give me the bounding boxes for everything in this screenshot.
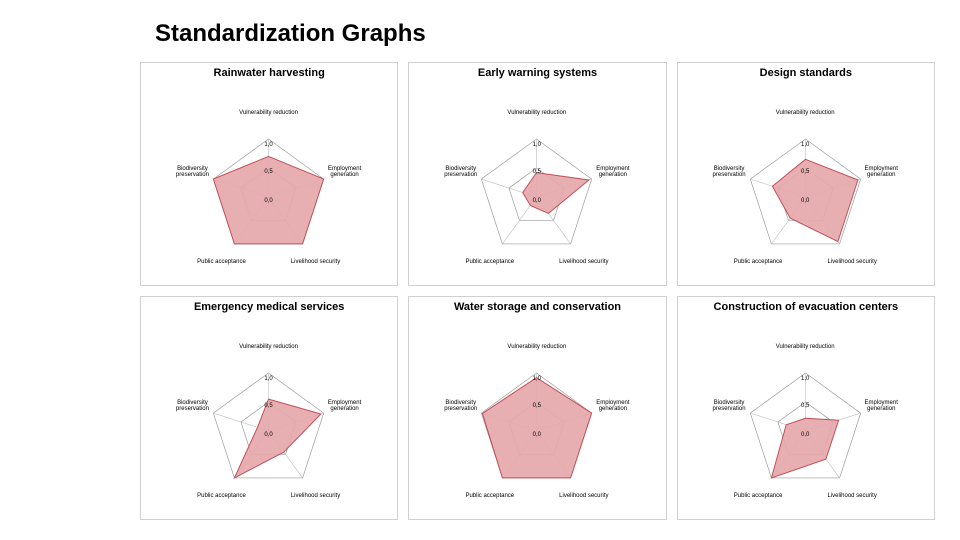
radar-chart <box>678 79 933 279</box>
axis-label: Biodiversity preservation <box>699 400 759 412</box>
axis-label: Vulnerability reduction <box>239 110 299 116</box>
panel-title: Early warning systems <box>409 63 665 79</box>
ring-label: 1,0 <box>264 142 272 148</box>
radar-chart <box>141 313 396 513</box>
axis-label: Vulnerability reduction <box>239 344 299 350</box>
ring-label: 1,0 <box>801 376 809 382</box>
panel-title: Water storage and conservation <box>409 297 665 313</box>
ring-label: 0,0 <box>801 198 809 204</box>
axis-label: Vulnerability reduction <box>507 344 567 350</box>
axis-label: Employment generation <box>583 166 643 178</box>
radar-panel: Construction of evacuation centersVulner… <box>677 296 935 520</box>
axis-label: Livelihood security <box>554 259 614 265</box>
chart-grid: Rainwater harvestingVulnerability reduct… <box>140 62 935 520</box>
ring-label: 0,0 <box>533 432 541 438</box>
axis-label: Public acceptance <box>191 493 251 499</box>
ring-label: 0,0 <box>801 432 809 438</box>
radar-wrap: Vulnerability reduction Employment genera… <box>409 79 665 279</box>
axis-label: Employment generation <box>315 400 375 412</box>
panel-title: Design standards <box>678 63 934 79</box>
axis-label: Biodiversity preservation <box>162 166 222 178</box>
ring-label: 0,5 <box>533 403 541 409</box>
axis-label: Public acceptance <box>191 259 251 265</box>
ring-label: 0,5 <box>533 169 541 175</box>
ring-label: 0,5 <box>264 403 272 409</box>
radar-series <box>771 418 838 478</box>
axis-label: Employment generation <box>851 166 911 178</box>
ring-label: 1,0 <box>801 142 809 148</box>
axis-label: Livelihood security <box>554 493 614 499</box>
axis-label: Public acceptance <box>460 493 520 499</box>
ring-label: 0,0 <box>264 198 272 204</box>
radar-chart <box>409 79 664 279</box>
radar-chart <box>409 313 664 513</box>
ring-label: 1,0 <box>264 376 272 382</box>
radar-chart <box>141 79 396 279</box>
radar-panel: Water storage and conservationVulnerabil… <box>408 296 666 520</box>
axis-label: Employment generation <box>583 400 643 412</box>
axis-label: Biodiversity preservation <box>431 400 491 412</box>
radar-series <box>234 399 320 478</box>
radar-wrap: Vulnerability reduction Employment genera… <box>678 313 934 513</box>
radar-chart <box>678 313 933 513</box>
axis-label: Livelihood security <box>822 259 882 265</box>
axis-label: Public acceptance <box>460 259 520 265</box>
radar-panel: Design standards Vulnerability reduction E… <box>677 62 935 286</box>
radar-series <box>772 159 857 241</box>
ring-label: 1,0 <box>533 376 541 382</box>
axis-label: Vulnerability reduction <box>775 344 835 350</box>
axis-label: Employment generation <box>315 166 375 178</box>
axis-label: Biodiversity preservation <box>431 166 491 178</box>
page-title: Standardization Graphs <box>155 20 426 48</box>
axis-label: Public acceptance <box>728 493 788 499</box>
axis-label: Biodiversity preservation <box>699 166 759 178</box>
radar-panel: Emergency medical servicesVulnerability … <box>140 296 398 520</box>
axis-label: Biodiversity preservation <box>162 400 222 412</box>
radar-panel: Early warning systemsVulnerability reduc… <box>408 62 666 286</box>
ring-label: 0,0 <box>264 432 272 438</box>
axis-label: Vulnerability reduction <box>507 110 567 116</box>
ring-label: 0,5 <box>264 169 272 175</box>
ring-label: 1,0 <box>533 142 541 148</box>
axis-label: Livelihood security <box>286 493 346 499</box>
radar-series <box>483 378 592 478</box>
ring-label: 0,5 <box>801 403 809 409</box>
panel-title: Rainwater harvesting <box>141 63 397 79</box>
radar-panel: Rainwater harvestingVulnerability reduct… <box>140 62 398 286</box>
panel-title: Construction of evacuation centers <box>678 297 934 313</box>
radar-wrap: Vulnerability reduction Employment genera… <box>678 79 934 279</box>
radar-series <box>523 173 589 214</box>
axis-label: Livelihood security <box>822 493 882 499</box>
axis-label: Public acceptance <box>728 259 788 265</box>
radar-wrap: Vulnerability reduction Employment genera… <box>141 79 397 279</box>
axis-label: Livelihood security <box>286 259 346 265</box>
ring-label: 0,0 <box>533 198 541 204</box>
panel-title: Emergency medical services <box>141 297 397 313</box>
radar-wrap: Vulnerability reduction Employment genera… <box>409 313 665 513</box>
axis-label: Employment generation <box>851 400 911 412</box>
ring-label: 0,5 <box>801 169 809 175</box>
axis-label: Vulnerability reduction <box>775 110 835 116</box>
radar-wrap: Vulnerability reduction Employment genera… <box>141 313 397 513</box>
